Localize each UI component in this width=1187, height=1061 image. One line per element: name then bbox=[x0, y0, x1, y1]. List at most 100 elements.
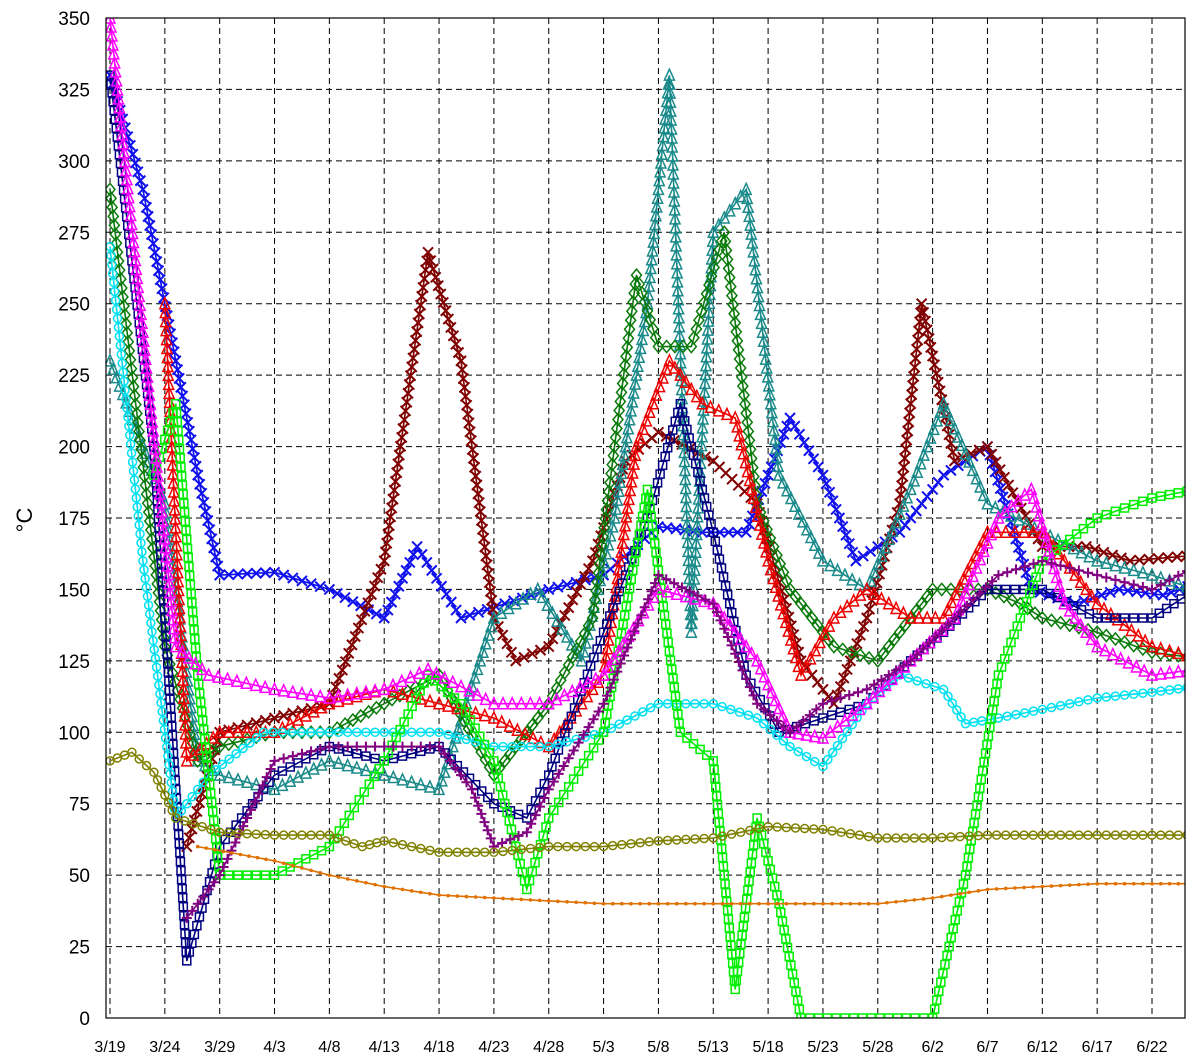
data-point bbox=[1040, 884, 1045, 889]
data-point bbox=[233, 828, 243, 838]
data-point bbox=[539, 793, 550, 803]
data-point bbox=[369, 771, 379, 782]
data-point bbox=[480, 550, 492, 562]
data-point bbox=[473, 895, 478, 899]
data-point bbox=[387, 769, 400, 784]
data-point bbox=[710, 536, 721, 546]
data-point bbox=[652, 581, 665, 596]
data-point bbox=[948, 455, 961, 467]
data-point bbox=[542, 695, 555, 710]
data-point bbox=[719, 623, 730, 634]
data-point bbox=[551, 613, 564, 627]
data-point bbox=[731, 975, 742, 986]
data-point bbox=[747, 849, 758, 859]
data-point bbox=[937, 469, 950, 481]
data-point bbox=[1147, 584, 1157, 595]
data-point bbox=[1172, 575, 1185, 590]
data-point bbox=[817, 698, 828, 709]
data-point bbox=[956, 712, 966, 722]
data-point bbox=[479, 541, 491, 553]
data-point bbox=[721, 252, 734, 267]
data-point bbox=[668, 360, 682, 374]
data-point bbox=[386, 692, 399, 707]
data-point bbox=[644, 837, 655, 847]
data-point bbox=[109, 227, 122, 242]
data-point bbox=[733, 428, 746, 442]
data-point bbox=[744, 876, 754, 886]
data-point bbox=[876, 674, 887, 685]
data-point bbox=[621, 500, 634, 514]
data-point bbox=[118, 298, 130, 314]
data-point bbox=[673, 709, 683, 720]
data-point bbox=[359, 684, 373, 699]
data-point bbox=[947, 446, 959, 458]
data-point bbox=[171, 408, 182, 418]
data-point bbox=[782, 942, 793, 953]
data-point bbox=[622, 331, 635, 346]
data-point bbox=[1119, 577, 1130, 588]
data-point bbox=[195, 844, 200, 849]
data-point bbox=[1092, 513, 1102, 523]
data-point bbox=[1085, 588, 1098, 603]
data-point bbox=[135, 442, 148, 457]
data-point bbox=[652, 556, 662, 567]
data-point bbox=[741, 415, 754, 430]
data-point bbox=[1007, 487, 1019, 499]
data-point bbox=[696, 420, 709, 434]
data-point bbox=[526, 717, 539, 733]
data-point bbox=[351, 741, 362, 752]
data-point bbox=[156, 282, 168, 295]
data-point bbox=[1075, 544, 1088, 559]
data-point bbox=[470, 792, 481, 803]
data-point bbox=[748, 840, 759, 850]
data-point bbox=[830, 503, 842, 516]
data-point bbox=[981, 535, 994, 549]
data-point bbox=[793, 901, 798, 906]
data-point bbox=[281, 861, 286, 866]
data-point bbox=[1156, 491, 1166, 502]
data-point bbox=[807, 453, 820, 465]
data-point bbox=[250, 567, 262, 579]
data-point bbox=[437, 296, 449, 309]
data-point bbox=[307, 704, 320, 718]
data-point bbox=[848, 1013, 859, 1018]
data-point bbox=[649, 578, 660, 589]
data-point bbox=[574, 900, 578, 905]
data-point bbox=[140, 487, 153, 502]
data-point bbox=[1090, 595, 1104, 610]
data-point bbox=[135, 529, 145, 539]
data-point bbox=[161, 742, 172, 752]
data-point bbox=[164, 685, 175, 695]
data-point bbox=[1072, 620, 1085, 635]
data-point bbox=[703, 277, 716, 293]
data-point bbox=[963, 576, 976, 591]
data-point bbox=[838, 567, 852, 581]
data-point bbox=[590, 583, 603, 599]
data-point bbox=[863, 650, 875, 666]
x-tick-label: 6/12 bbox=[1027, 1039, 1058, 1056]
data-point bbox=[1132, 628, 1145, 642]
data-point bbox=[476, 644, 490, 659]
data-point bbox=[461, 847, 472, 858]
data-point bbox=[1019, 561, 1030, 572]
data-point bbox=[566, 683, 579, 698]
data-point bbox=[909, 833, 920, 843]
data-point bbox=[911, 334, 924, 346]
data-point bbox=[745, 825, 755, 836]
data-point bbox=[703, 286, 717, 301]
data-point bbox=[477, 532, 490, 544]
data-point bbox=[645, 502, 655, 513]
data-point bbox=[398, 414, 410, 426]
data-point bbox=[817, 683, 829, 696]
data-point bbox=[612, 643, 625, 658]
data-point bbox=[131, 415, 144, 430]
data-point bbox=[187, 791, 198, 802]
data-point bbox=[222, 769, 235, 784]
data-point bbox=[966, 568, 980, 583]
data-point bbox=[450, 338, 462, 350]
data-point bbox=[1046, 558, 1057, 569]
data-point bbox=[651, 190, 664, 204]
data-point bbox=[304, 687, 318, 701]
data-point bbox=[976, 889, 981, 893]
data-point bbox=[968, 594, 979, 605]
